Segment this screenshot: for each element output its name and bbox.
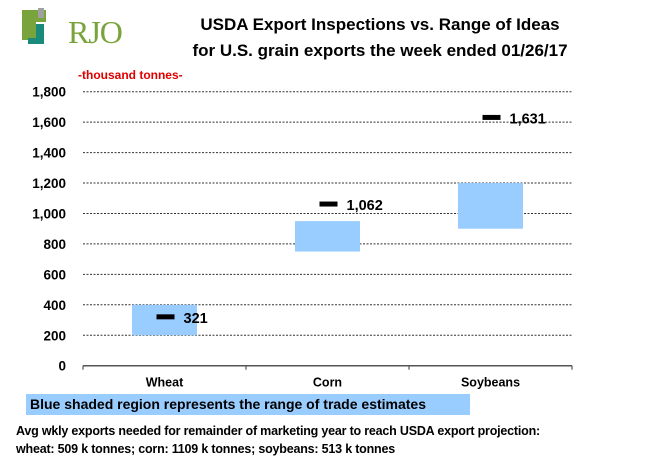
x-tick-label: Corn [313, 376, 342, 390]
rjo-logo: RJO [22, 8, 123, 50]
chart-title: USDA Export Inspections vs. Range of Ide… [200, 15, 560, 34]
range-bar [295, 221, 360, 252]
y-tick-label: 0 [58, 359, 66, 374]
chart-subtitle: for U.S. grain exports the week ended 01… [192, 41, 568, 60]
y-tick-label: 1,000 [32, 206, 66, 221]
actual-marker [319, 201, 338, 207]
data-label: 321 [184, 311, 208, 327]
note-line-1: Avg wkly exports needed for remainder of… [16, 424, 540, 438]
y-tick-label: 200 [43, 328, 66, 343]
y-tick-label: 800 [43, 237, 66, 252]
x-tick-label: Wheat [146, 376, 184, 390]
actual-marker [482, 114, 501, 120]
legend-range-box: Blue shaded region represents the range … [26, 394, 470, 415]
y-tick-label: 600 [43, 267, 66, 282]
rjo-logo-icon [22, 8, 46, 44]
data-label: 1,062 [347, 198, 383, 214]
actual-marker [156, 314, 175, 320]
chart-area: 0 200 400 600 800 1,000 1,200 1,400 1,600 1,800 3… [32, 85, 573, 390]
y-tick-label: 1,400 [32, 146, 66, 161]
y-tick-label: 1,200 [32, 176, 66, 191]
legend-text: Blue shaded region represents the range … [30, 396, 427, 412]
data-label: 1,631 [510, 111, 546, 127]
y-tick-label: 400 [43, 298, 66, 313]
range-bar [458, 183, 523, 229]
y-axis-unit-label: -thousand tonnes- [78, 68, 183, 82]
y-tick-label: 1,600 [32, 115, 66, 130]
range-bar [132, 304, 197, 336]
note-line-2: wheat: 509 k tonnes; corn: 1109 k tonnes… [16, 442, 395, 456]
logo-text: RJO [68, 14, 123, 50]
y-tick-label: 1,800 [32, 85, 66, 100]
x-tick-label: Soybeans [461, 376, 520, 390]
